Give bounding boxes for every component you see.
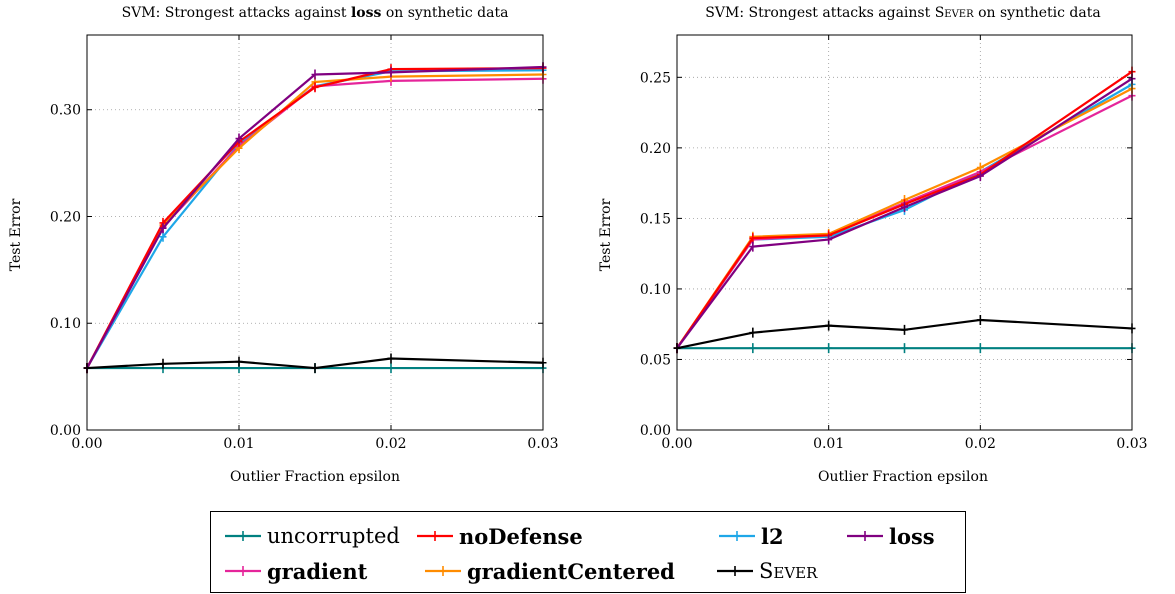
legend-swatch-gradient <box>225 566 261 576</box>
right-chart-series-loss-point <box>825 234 833 245</box>
left-chart-series-sever-point <box>235 356 243 367</box>
legend-item-gradient: gradient <box>223 556 367 586</box>
left-chart-series-gradient-centered-line <box>86 73 544 369</box>
left-chart-series-no-defense-line <box>86 66 544 369</box>
right-chart-series-uncorrupted-point <box>901 343 908 354</box>
left-chart-series-sever-point <box>387 353 395 364</box>
left-chart-xtick-label: 0.03 <box>527 436 558 452</box>
right-chart-series-loss-line <box>676 77 1133 349</box>
legend-swatch-loss <box>847 531 883 541</box>
legend-item-uncorrupted: uncorrupted <box>223 521 400 551</box>
left-chart-grid <box>87 35 543 430</box>
right-chart-series-sever-point <box>901 324 908 335</box>
left-chart-ytick-label: 0.00 <box>50 423 81 439</box>
right-chart-title: SVM: Strongest attacks against Sever on … <box>705 5 1100 21</box>
right-chart-grid <box>677 35 1132 430</box>
left-chart-ytick-label: 0.20 <box>50 209 81 225</box>
right-chart-series-loss-point <box>976 171 984 182</box>
left-chart-series-no-defense-point <box>311 82 319 93</box>
legend-label-uncorrupted: uncorrupted <box>267 524 400 548</box>
right-chart-series-uncorrupted-point <box>825 343 833 354</box>
left-chart-series-uncorrupted-point <box>387 363 395 374</box>
right-chart-series-loss-point <box>901 202 908 213</box>
right-chart-ytick-label: 0.15 <box>640 211 671 227</box>
right-chart-series-sever-point <box>976 314 984 325</box>
left-chart-xlabel: Outlier Fraction epsilon <box>230 469 400 485</box>
legend-label-sever: Sever <box>759 559 818 583</box>
left-chart-series-loss-line <box>86 65 544 369</box>
left-chart-axes-frame <box>86 34 544 431</box>
right-chart-series-sever-line <box>676 318 1133 350</box>
left-chart-xtick-label: 0.01 <box>223 436 254 452</box>
legend-label-nodefense: noDefense <box>459 523 583 549</box>
left-chart-xtick-label: 0.00 <box>71 436 102 452</box>
right-chart-ytick-label: 0.20 <box>640 141 671 157</box>
left-chart-ticks: 0.00 0.01 0.02 0.03 0.00 0.10 0.20 0.30 <box>50 35 559 452</box>
left-chart-title: SVM: Strongest attacks against loss on s… <box>122 5 509 21</box>
right-chart-xtick-label: 0.02 <box>965 436 996 452</box>
legend-swatch-gradientcentered <box>425 566 461 576</box>
right-chart-ytick-label: 0.00 <box>640 423 671 439</box>
left-chart-series-sever-point <box>159 358 167 369</box>
right-chart-series-no-defense-point <box>749 233 757 244</box>
right-chart-series-sever-point <box>825 320 833 331</box>
legend-swatch-l2 <box>719 531 755 541</box>
left-chart-series-loss-point <box>387 67 395 78</box>
right-chart-ytick-label: 0.10 <box>640 282 671 298</box>
legend-label-l2: l2 <box>761 523 784 549</box>
right-chart-series-uncorrupted-point <box>749 343 757 354</box>
right-chart-ytick-label: 0.05 <box>640 352 671 368</box>
figure: SVM: Strongest attacks against loss on s… <box>8 5 1148 485</box>
right-chart-ticks: 0.00 0.01 0.02 0.03 0.00 0.05 0.10 0.15 0.20 0.25 <box>640 35 1148 452</box>
left-chart-series-l2-point <box>159 231 167 242</box>
left-chart-xtick-label: 0.02 <box>375 436 406 452</box>
right-chart-xlabel: Outlier Fraction epsilon <box>818 469 988 485</box>
left-chart-series-loss-point <box>159 223 167 234</box>
left-chart: SVM: Strongest attacks against loss on s… <box>8 5 559 485</box>
left-chart-ytick-label: 0.10 <box>50 316 81 332</box>
legend-item-l2: l2 <box>717 521 784 551</box>
legend-item-gradientcentered: gradientCentered <box>423 556 675 586</box>
right-chart-series <box>673 66 1136 354</box>
legend-label-gradientcentered: gradientCentered <box>467 558 675 584</box>
left-chart-series-sever-line <box>86 357 544 370</box>
right-chart-ytick-label: 0.25 <box>640 70 671 86</box>
right-chart-xtick-label: 0.00 <box>661 436 692 452</box>
left-chart-series-loss-point <box>235 133 243 144</box>
right-chart: SVM: Strongest attacks against Sever on … <box>598 5 1148 485</box>
legend: uncorrupted noDefense l2 loss gradient g… <box>210 511 966 593</box>
left-chart-ylabel: Test Error <box>8 198 24 271</box>
right-chart-series-no-defense-line <box>676 70 1133 349</box>
right-chart-xtick-label: 0.03 <box>1116 436 1147 452</box>
legend-swatch-uncorrupted <box>225 531 261 541</box>
legend-swatch-nodefense <box>417 531 453 541</box>
right-chart-series-sever-point <box>749 327 757 338</box>
legend-label-loss: loss <box>889 523 935 549</box>
legend-item-sever: Sever <box>715 556 817 586</box>
left-chart-series <box>83 62 547 374</box>
legend-item-nodefense: noDefense <box>415 521 583 551</box>
left-chart-series-sever-point <box>311 363 319 374</box>
right-chart-series-gradient-line <box>676 94 1133 349</box>
right-chart-series-uncorrupted-point <box>976 343 984 354</box>
right-chart-series-loss-point <box>749 241 757 252</box>
left-chart-series-gradient-line <box>86 77 544 369</box>
right-chart-axes-frame <box>676 34 1133 431</box>
left-chart-series-loss-point <box>311 69 319 80</box>
left-chart-ytick-label: 0.30 <box>50 103 81 119</box>
legend-label-gradient: gradient <box>267 558 368 584</box>
right-chart-xtick-label: 0.01 <box>813 436 844 452</box>
legend-item-loss: loss <box>845 521 935 551</box>
legend-swatch-sever <box>717 566 753 576</box>
right-chart-ylabel: Test Error <box>598 198 614 271</box>
